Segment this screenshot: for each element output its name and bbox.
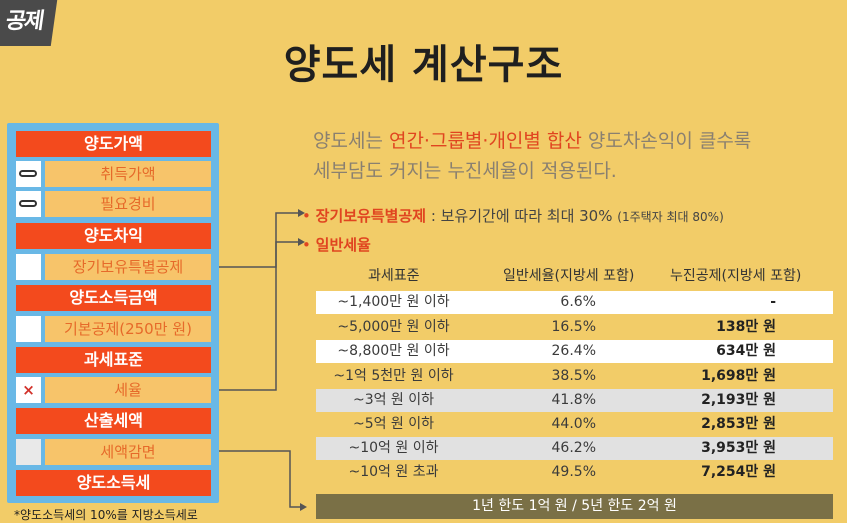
bullet-dot: •: [302, 236, 311, 254]
footnote: *양도소득세의 10%를 지방소득세로: [14, 508, 198, 522]
table-header-general-rate: 일반세율(지방세 포함): [503, 268, 635, 284]
table-header-tax-base: 과세표준: [368, 268, 420, 284]
cell-rate: 46.2%: [551, 440, 596, 456]
flow-header-tax-base: 과세표준: [16, 347, 211, 373]
connector-ltsd: [219, 212, 298, 268]
arrow-head-icon: [300, 503, 307, 511]
flow-item-basic-deduction: 기본공제(250만 원): [16, 316, 211, 342]
reduction-limit-bar: 1년 한도 1억 원 / 5년 한도 2억 원: [316, 494, 833, 519]
flow-item-label: 필요경비: [45, 191, 211, 217]
cell-rate: 38.5%: [551, 368, 596, 384]
cell-tax-base: ~5,000만 원 이하: [337, 319, 450, 335]
table-row: ~5,000만 원 이하 16.5% 138만 원: [316, 316, 833, 339]
table-row: ~3억 원 이하 41.8% 2,193만 원: [316, 389, 833, 412]
connector-rate: [219, 241, 298, 391]
blank-mark: [16, 316, 41, 342]
minus-icon: [19, 200, 37, 207]
calculation-flow: 양도가액 취득가액 필요경비 양도차익 장기보유특별공제 양도소득금액 기본공제…: [7, 123, 219, 503]
table-row: ~10억 원 이하 46.2% 3,953만 원: [316, 437, 833, 460]
blank-mark: [16, 439, 41, 465]
flow-header-capital-gains-tax: 양도소득세: [16, 470, 211, 496]
cell-deduction: 1,698만 원: [701, 368, 776, 384]
flow-item-label: 세율: [45, 377, 211, 403]
bullet-dot: •: [302, 207, 311, 225]
arrow-head-icon: [298, 209, 305, 217]
flow-item-long-term-deduction: 장기보유특별공제: [16, 254, 211, 280]
desc-highlight: 연간·그룹별·개인별 합산: [388, 130, 582, 152]
minus-icon: [19, 170, 37, 177]
flow-header-calculated-tax: 산출세액: [16, 408, 211, 434]
cell-rate: 6.6%: [560, 294, 596, 310]
connector-reduction: [219, 450, 300, 508]
flow-header-capital-gain: 양도차익: [16, 223, 211, 249]
cell-deduction: 2,853만 원: [701, 416, 776, 432]
flow-item-label: 장기보유특별공제: [45, 254, 211, 280]
flow-item-label: 세액감면: [45, 439, 211, 465]
table-row: ~1억 5천만 원 이하 38.5% 1,698만 원: [316, 365, 833, 388]
cell-deduction: 3,953만 원: [701, 440, 776, 456]
cell-tax-base: ~5억 원 이하: [352, 416, 435, 432]
cell-rate: 44.0%: [551, 416, 596, 432]
blank-mark: [16, 254, 41, 280]
description: 양도세는 연간·그룹별·개인별 합산 양도차손익이 클수록 세부담도 커지는 누…: [313, 126, 833, 186]
bullet-label: 장기보유특별공제: [315, 207, 427, 225]
cell-tax-base: ~1억 5천만 원 이하: [333, 368, 454, 384]
arrow-head-icon: [298, 238, 305, 246]
cell-deduction: 634만 원: [716, 343, 776, 359]
cell-tax-base: ~1,400만 원 이하: [337, 294, 450, 310]
table-row: ~1,400만 원 이하 6.6% -: [316, 291, 833, 314]
flow-item-tax-reduction: 세액감면: [16, 439, 211, 465]
bullet-text: : 보유기간에 따라 최대 30%: [426, 207, 613, 225]
cell-deduction: 138만 원: [716, 319, 776, 335]
flow-item-label: 기본공제(250만 원): [45, 316, 211, 342]
cell-tax-base: ~10억 원 초과: [348, 464, 439, 480]
page-title: 양도세 계산구조: [283, 42, 564, 88]
cell-tax-base: ~10억 원 이하: [348, 440, 439, 456]
cell-deduction: -: [770, 294, 776, 310]
bullet-label: 일반세율: [315, 236, 371, 254]
cell-tax-base: ~8,800만 원 이하: [337, 343, 450, 359]
multiply-icon: ×: [16, 377, 41, 403]
desc-text: 양도세는: [313, 130, 389, 152]
flow-header-income-amount: 양도소득금액: [16, 285, 211, 311]
table-row: ~5억 원 이하 44.0% 2,853만 원: [316, 413, 833, 436]
flow-item-tax-rate: × 세율: [16, 377, 211, 403]
cell-rate: 16.5%: [551, 319, 596, 335]
bullet-general-rate: • 일반세율: [302, 234, 371, 255]
desc-text: 양도차손익이 클수록: [581, 130, 752, 152]
table-row: ~8,800만 원 이하 26.4% 634만 원: [316, 340, 833, 363]
table-header-progressive-deduction: 누진공제(지방세 포함): [670, 268, 802, 284]
table-row: ~10억 원 초과 49.5% 7,254만 원: [316, 461, 833, 484]
flow-item-label: 취득가액: [45, 161, 211, 187]
cell-deduction: 2,193만 원: [701, 392, 776, 408]
desc-line2: 세부담도 커지는 누진세율이 적용된다.: [313, 160, 617, 182]
flow-item-expenses: 필요경비: [16, 191, 211, 217]
flow-item-acquisition: 취득가액: [16, 161, 211, 187]
bullet-note: (1주택자 최대 80%): [617, 210, 724, 224]
cell-rate: 26.4%: [551, 343, 596, 359]
cell-rate: 49.5%: [551, 464, 596, 480]
cell-deduction: 7,254만 원: [701, 464, 776, 480]
minus-mark: [16, 191, 41, 217]
cell-rate: 41.8%: [551, 392, 596, 408]
minus-mark: [16, 161, 41, 187]
flow-header-transfer-price: 양도가액: [16, 131, 211, 157]
cell-tax-base: ~3억 원 이하: [352, 392, 435, 408]
bullet-long-term-deduction: • 장기보유특별공제 : 보유기간에 따라 최대 30% (1주택자 최대 80…: [302, 205, 724, 226]
